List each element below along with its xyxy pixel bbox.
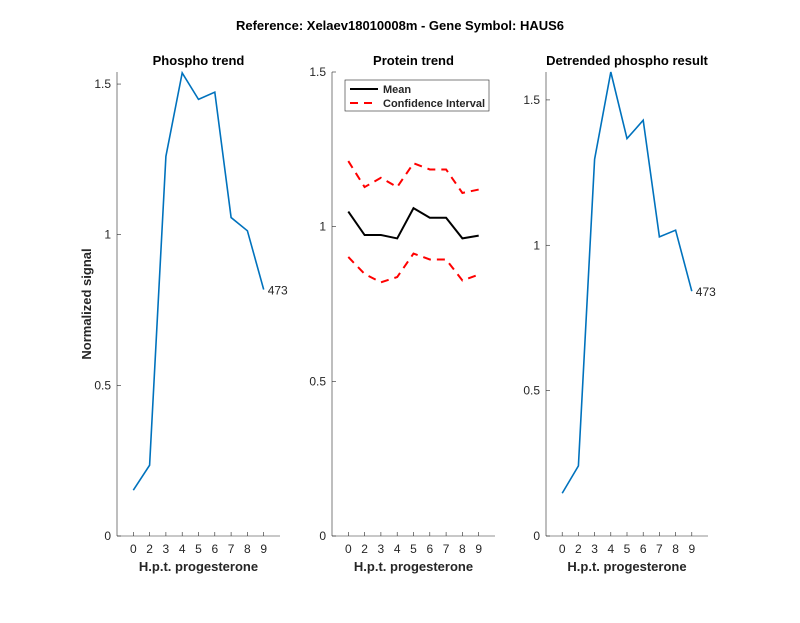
panel-title: Protein trend (373, 53, 454, 68)
x-tick-label: 5 (195, 542, 202, 556)
y-axis-label: Normalized signal (79, 248, 94, 359)
x-axis-label: H.p.t. progesterone (567, 559, 686, 574)
x-tick-label: 7 (228, 542, 235, 556)
series-line-1 (132, 70, 265, 491)
x-tick-label: 7 (443, 542, 450, 556)
x-tick-label: 6 (211, 542, 218, 556)
x-axis-label: H.p.t. progesterone (354, 559, 473, 574)
y-tick-label: 0.5 (94, 378, 111, 392)
x-tick-label: 4 (607, 542, 614, 556)
x-tick-label: 3 (591, 542, 598, 556)
series-line-2 (347, 160, 479, 195)
legend-label: Confidence Interval (383, 98, 485, 110)
y-tick-label: 0 (319, 529, 326, 543)
series-line-3 (347, 252, 480, 284)
x-tick-label: 9 (475, 542, 482, 556)
y-tick-label: 0 (533, 529, 540, 543)
y-tick-label: 1 (319, 220, 326, 234)
x-tick-label: 7 (656, 542, 663, 556)
x-tick-label: 4 (179, 542, 186, 556)
legend-box (344, 79, 490, 112)
x-tick-label: 5 (624, 542, 631, 556)
panel-title: Phospho trend (153, 53, 245, 68)
x-tick-label: 8 (244, 542, 251, 556)
x-tick-label: 9 (260, 542, 267, 556)
x-tick-label: 8 (672, 542, 679, 556)
y-tick-label: 1.5 (309, 65, 326, 79)
y-tick-label: 0.5 (309, 374, 326, 388)
x-tick-label: 6 (640, 542, 647, 556)
figure-title: Reference: Xelaev18010008m - Gene Symbol… (236, 18, 564, 33)
x-tick-label: 2 (575, 542, 582, 556)
x-tick-label: 2 (146, 542, 153, 556)
series-line-1 (347, 206, 479, 240)
y-tick-label: 1.5 (523, 93, 540, 107)
x-tick-label: 8 (459, 542, 466, 556)
y-tick-label: 1 (533, 238, 540, 252)
x-tick-label: 6 (426, 542, 433, 556)
annotation-label: 473 (268, 284, 288, 298)
x-tick-label: 3 (163, 542, 170, 556)
x-tick-label: 0 (345, 542, 352, 556)
legend: Mean Confidence Interval (344, 79, 490, 112)
x-tick-label: 2 (361, 542, 368, 556)
x-tick-label: 3 (378, 542, 385, 556)
y-tick-label: 1.5 (94, 77, 111, 91)
annotation-label: 473 (696, 285, 716, 299)
panel-title: Detrended phospho result (546, 53, 708, 68)
y-tick-label: 0.5 (523, 384, 540, 398)
series-line-1 (561, 71, 693, 494)
x-tick-label: 9 (688, 542, 695, 556)
legend-label: Mean (383, 84, 411, 96)
y-tick-label: 0 (104, 529, 111, 543)
x-tick-label: 0 (559, 542, 566, 556)
x-tick-label: 5 (410, 542, 417, 556)
x-tick-label: 4 (394, 542, 401, 556)
x-tick-label: 0 (130, 542, 137, 556)
x-axis-label: H.p.t. progesterone (139, 559, 258, 574)
y-tick-label: 1 (104, 228, 111, 242)
